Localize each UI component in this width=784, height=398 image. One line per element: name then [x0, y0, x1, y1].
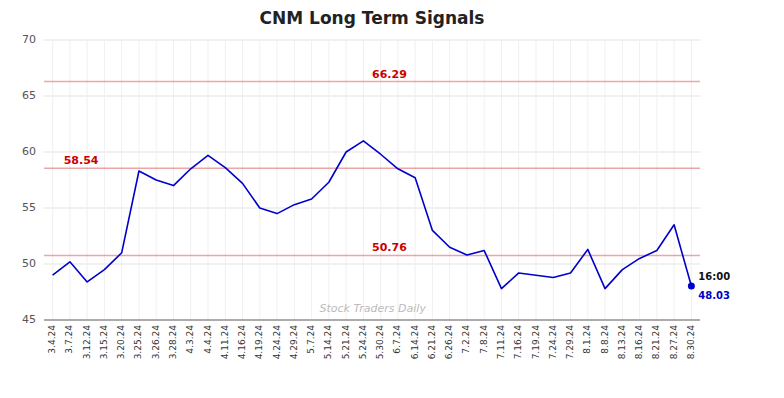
watermark: Stock Traders Daily	[320, 302, 427, 315]
y-tick-label: 65	[22, 89, 36, 102]
x-tick-label: 3.26.24	[151, 325, 161, 360]
reference-line	[44, 81, 700, 83]
x-tick-label: 3.4.24	[47, 325, 57, 354]
x-tick-label: 4.4.24	[203, 325, 213, 354]
x-tick-label: 5.30.24	[375, 325, 385, 360]
x-tick-label: 8.1.24	[582, 325, 592, 354]
x-tick-label: 3.15.24	[99, 325, 109, 360]
end-point	[688, 283, 695, 290]
x-tick-label: 3.28.24	[168, 325, 178, 360]
x-tick-label: 5.21.24	[341, 325, 351, 360]
x-tick-label: 6.26.24	[444, 325, 454, 360]
x-tick-label: 6.7.24	[392, 325, 402, 354]
x-tick-label: 3.12.24	[82, 325, 92, 360]
plot-area	[44, 82, 700, 290]
chart-title: CNM Long Term Signals	[260, 8, 485, 28]
x-tick-label: 6.14.24	[410, 325, 420, 360]
y-tick-label: 60	[22, 145, 36, 158]
x-tick-label: 7.29.24	[565, 325, 575, 360]
reference-label: 50.76	[372, 241, 407, 254]
x-tick-label: 6.21.24	[427, 325, 437, 360]
x-tick-label: 3.20.24	[116, 325, 126, 360]
price-line	[53, 141, 692, 289]
x-tick-label: 7.2.24	[461, 325, 471, 354]
x-tick-label: 5.14.24	[323, 325, 333, 360]
x-tick-label: 8.30.24	[686, 325, 696, 360]
chart-svg: 4550556065703.4.243.7.243.12.243.15.243.…	[0, 0, 784, 398]
x-tick-label: 7.19.24	[531, 325, 541, 360]
grid-line-y	[44, 320, 700, 321]
grid-line-y	[44, 40, 700, 41]
chart-container: 4550556065703.4.243.7.243.12.243.15.243.…	[0, 0, 784, 398]
x-tick-label: 8.16.24	[634, 325, 644, 360]
grid	[44, 40, 700, 320]
x-tick-label: 8.13.24	[617, 325, 627, 360]
x-tick-label: 3.25.24	[133, 325, 143, 360]
x-tick-label: 7.8.24	[479, 325, 489, 354]
x-tick-label: 7.11.24	[496, 325, 506, 360]
x-tick-label: 4.11.24	[220, 325, 230, 360]
x-tick-label: 8.8.24	[600, 325, 610, 354]
x-axis: 3.4.24 3.7.24 3.12.24 3.15.24 3.20.24 3.25.24…	[44, 320, 700, 359]
x-tick-label: 4.19.24	[254, 325, 264, 360]
x-tick-label: 7.16.24	[513, 325, 523, 360]
grid-line-y	[44, 264, 700, 265]
reference-label: 58.54	[64, 154, 99, 167]
y-tick-label: 55	[22, 201, 36, 214]
x-tick-label: 3.7.24	[64, 325, 74, 354]
y-axis: 45 50 55 60 65 70	[22, 33, 36, 326]
end-time-label: 16:00	[698, 271, 730, 282]
x-tick-label: 4.16.24	[237, 325, 247, 360]
x-tick-label: 8.21.24	[651, 325, 661, 360]
grid-line-y	[44, 152, 700, 153]
grid-line-y	[44, 208, 700, 209]
x-tick-label: 5.7.24	[306, 325, 316, 354]
y-tick-label: 50	[22, 257, 36, 270]
grid-line-y	[44, 96, 700, 97]
x-tick-label: 4.24.24	[272, 325, 282, 360]
x-tick-label: 4.29.24	[289, 325, 299, 360]
end-price-label: 48.03	[698, 290, 730, 301]
reference-line	[44, 168, 700, 170]
reference-line	[44, 255, 700, 257]
y-tick-label: 70	[22, 33, 36, 46]
reference-label: 66.29	[372, 68, 407, 81]
annotations: 66.29 58.54 50.76 16:00 48.03 Stock Traders D…	[64, 68, 731, 315]
x-tick-label: 5.24.24	[358, 325, 368, 360]
y-tick-label: 45	[22, 313, 36, 326]
x-axis-line	[44, 320, 700, 321]
x-tick-label: 4.3.24	[185, 325, 195, 354]
x-tick-label: 7.24.24	[548, 325, 558, 360]
x-tick-label: 8.27.24	[669, 325, 679, 360]
